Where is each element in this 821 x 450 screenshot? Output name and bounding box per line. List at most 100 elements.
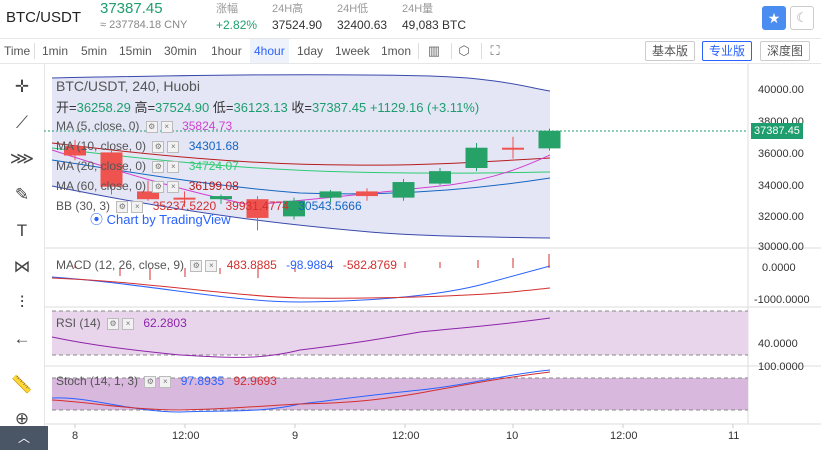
interval-15min[interactable]: 15min <box>119 44 152 58</box>
candles <box>64 128 561 231</box>
zoom-icon[interactable]: ⊕ <box>14 409 30 428</box>
fib-icon[interactable]: ⋙ <box>9 149 35 168</box>
interval-5min[interactable]: 5min <box>81 44 108 58</box>
settings-icon[interactable]: ⚙ <box>116 200 129 213</box>
last-price: 37387.45 <box>100 0 163 17</box>
brush-icon[interactable]: ✎ <box>14 185 30 204</box>
settings-icon[interactable]: ⚙ <box>145 120 158 133</box>
view-pro-button[interactable]: 专业版 <box>702 41 753 61</box>
stat-label: 涨幅 <box>216 3 238 15</box>
ma20-legend[interactable]: MA (20, close, 0) ⚙ × 34724.07 <box>56 159 239 173</box>
candle-body <box>100 152 123 187</box>
interval-30min[interactable]: 30min <box>164 44 197 58</box>
rsi-name: RSI (14) <box>56 316 101 330</box>
stat-label: 24H低 <box>337 3 369 15</box>
ruler-icon[interactable]: 📏 <box>11 375 33 394</box>
collapse-icon[interactable]: ︿ <box>0 426 48 450</box>
candle-body <box>429 171 451 184</box>
divider <box>451 43 452 59</box>
x-tick: 8 <box>72 430 79 442</box>
x-axis-ticks <box>74 424 734 428</box>
macd-hist-value: 483.8885 <box>226 258 277 272</box>
settings-icon[interactable]: ⚙ <box>190 259 203 272</box>
close-icon[interactable]: × <box>160 120 173 133</box>
tradingview-watermark[interactable]: ⦿ Chart by TradingView <box>90 209 231 228</box>
watermark-text: Chart by TradingView <box>106 212 231 227</box>
divider <box>34 43 35 59</box>
close-icon[interactable]: × <box>167 180 180 193</box>
interval-1hour[interactable]: 1hour <box>211 44 242 58</box>
interval-4hour[interactable]: 4hour <box>250 39 289 63</box>
bb-name: BB (30, 3) <box>56 199 111 213</box>
settings-icon[interactable]: ⚙ <box>152 160 165 173</box>
view-depth-button[interactable]: 深度图 <box>760 41 811 61</box>
view-basic-button[interactable]: 基本版 <box>645 41 696 61</box>
stat-label: 24H高 <box>272 3 304 15</box>
cny-price: ≈ 237784.18 CNY <box>100 19 188 31</box>
y-tick: 40.0000 <box>758 338 798 350</box>
candle-body <box>64 146 86 156</box>
candle-body <box>283 200 305 217</box>
y-tick: 36000.00 <box>758 148 804 160</box>
interval-time[interactable]: Time <box>4 44 31 58</box>
candle-body <box>356 191 378 197</box>
crosshair-icon[interactable]: ✛ <box>14 77 30 96</box>
trend-line-icon[interactable]: ⟋ <box>16 113 28 132</box>
settings-icon[interactable]: ⚙ <box>152 180 165 193</box>
stoch-legend[interactable]: Stoch (14, 1, 3) ⚙ × 97.8935 92.9693 <box>56 374 277 388</box>
settings-icon[interactable]: ⚙ <box>144 375 157 388</box>
measure-icon[interactable]: ⫶ <box>19 293 25 312</box>
back-arrow-icon[interactable]: ← <box>13 329 31 348</box>
macd-line <box>51 265 551 303</box>
text-icon[interactable]: T <box>16 221 28 240</box>
change-value: +1129.16 (+3.11%) <box>369 100 480 115</box>
interval-1min[interactable]: 1min <box>42 44 69 58</box>
close-icon[interactable]: × <box>131 200 144 213</box>
y-tick: 32000.00 <box>758 211 804 223</box>
ma-value: 35824.73 <box>182 119 233 133</box>
close-icon[interactable]: × <box>159 375 172 388</box>
y-tick: 34000.00 <box>758 180 804 192</box>
candle-body <box>173 197 196 200</box>
high-label: 高= <box>134 100 156 115</box>
rsi-legend[interactable]: RSI (14) ⚙ × 62.2803 <box>56 316 187 330</box>
pair-name[interactable]: BTC/USDT <box>6 9 81 26</box>
stoch-k-value: 97.8935 <box>180 374 225 388</box>
close-icon[interactable]: × <box>167 140 180 153</box>
stat-value: 37524.90 <box>272 18 323 32</box>
candle-body <box>319 191 342 198</box>
rsi-value: 62.2803 <box>143 316 187 330</box>
close-value: 37387.45 <box>311 100 367 115</box>
rsi-band <box>52 311 748 355</box>
high-value: 37524.90 <box>155 100 210 115</box>
bb-legend[interactable]: BB (30, 3) ⚙ × 35237.5220 39931.4774 3054… <box>56 199 362 213</box>
stoch-d-line <box>51 371 551 411</box>
ma5-legend[interactable]: MA (5, close, 0) ⚙ × 35824.73 <box>56 119 232 133</box>
interval-1day[interactable]: 1day <box>297 44 324 58</box>
close-icon[interactable]: × <box>167 160 180 173</box>
settings-icon[interactable]: ⚙ <box>152 140 165 153</box>
chart-icon: ⦿ <box>90 212 107 227</box>
last-price-tag: 37387.45 <box>751 123 803 139</box>
interval-1mon[interactable]: 1mon <box>381 44 412 58</box>
hexagon-settings-icon[interactable]: ⬡ <box>458 43 470 58</box>
ma60-legend[interactable]: MA (60, close, 0) ⚙ × 36199.08 <box>56 179 239 193</box>
close-label: 收= <box>291 100 312 115</box>
interval-1week[interactable]: 1week <box>335 44 370 58</box>
pattern-icon[interactable]: ⋈ <box>13 257 31 276</box>
settings-icon[interactable]: ⚙ <box>107 317 120 330</box>
bb-upper-value: 39931.4774 <box>225 199 289 213</box>
x-tick: 11 <box>728 430 740 442</box>
ma10-legend[interactable]: MA (10, close, 0) ⚙ × 34301.68 <box>56 139 239 153</box>
stat-label: 24H量 <box>402 3 434 15</box>
fullscreen-icon[interactable]: ⛶ <box>490 43 500 58</box>
candle-body <box>210 196 232 200</box>
divider <box>418 43 419 59</box>
star-icon[interactable]: ★ <box>762 6 786 30</box>
candles-icon[interactable]: ▥ <box>427 43 441 58</box>
moon-icon[interactable]: ☾ <box>790 6 814 30</box>
macd-legend[interactable]: MACD (12, 26, close, 9) ⚙ × 483.8885 -98.… <box>56 258 397 272</box>
close-icon[interactable]: × <box>205 259 218 272</box>
close-icon[interactable]: × <box>122 317 135 330</box>
